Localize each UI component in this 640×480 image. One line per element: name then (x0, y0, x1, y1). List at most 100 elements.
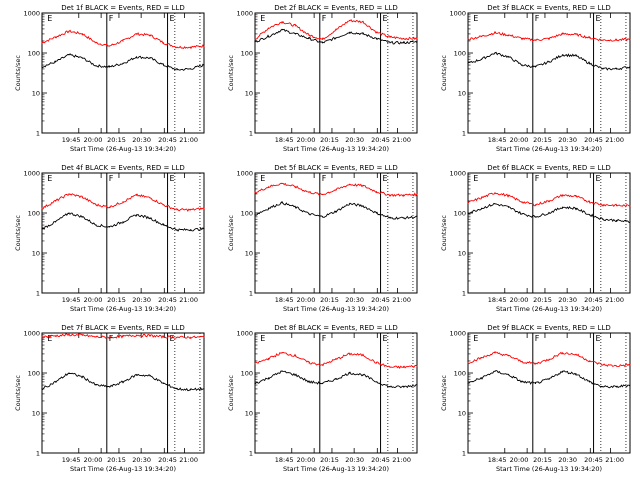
data-point-lld (108, 45, 111, 47)
x-tick-label: 20:00 (510, 456, 529, 464)
data-point-lld (402, 366, 405, 368)
data-point-lld (507, 355, 510, 357)
x-axis-label: Start Time (26-Aug-13 19:34:20) (283, 305, 389, 313)
data-point-lld (95, 42, 97, 44)
region-label: F (109, 334, 114, 343)
data-point-lld (95, 204, 97, 206)
data-point-lld (416, 37, 418, 40)
x-tick-label: 20:15 (320, 296, 339, 304)
data-point-events (521, 381, 523, 383)
x-tick-label: 20:30 (345, 136, 364, 144)
data-point-events (362, 205, 364, 207)
y-tick-label: 1 (462, 130, 466, 138)
data-point-lld (68, 193, 70, 195)
x-tick-label: 20:30 (132, 136, 151, 144)
region-label: F (322, 174, 327, 183)
data-point-lld (254, 38, 256, 40)
region-label: E (170, 14, 175, 23)
data-point-events (162, 224, 165, 226)
data-point-lld (402, 37, 405, 40)
data-point-events (54, 61, 57, 63)
x-tick-label: 20:15 (107, 136, 126, 144)
data-point-lld (308, 34, 310, 36)
panel-title: Det 4f BLACK = Events, RED = LLD (61, 164, 184, 172)
data-point-lld (321, 38, 324, 40)
y-tick-label: 1 (249, 450, 253, 458)
data-point-events (41, 388, 43, 390)
data-point-lld (254, 192, 256, 194)
data-point-events (267, 207, 270, 209)
y-axis-label: Counts/sec (440, 375, 448, 411)
data-point-events (416, 384, 418, 386)
data-point-lld (561, 33, 564, 35)
region-label: E (383, 174, 388, 183)
data-point-lld (494, 192, 496, 194)
data-point-events (321, 216, 324, 218)
data-point-events (254, 214, 256, 216)
y-tick-label: 1 (36, 290, 40, 298)
data-point-events (203, 64, 205, 66)
data-point-lld (41, 336, 43, 338)
data-point-lld (588, 37, 591, 39)
panel-det-2: Det 2f BLACK = Events, RED = LLD 1 10 100 10… (227, 4, 418, 153)
data-point-events (480, 58, 483, 60)
data-point-lld (615, 204, 618, 206)
data-point-lld (602, 364, 604, 366)
x-tick-label: 18:45 (488, 296, 507, 304)
panel-title: Det 2f BLACK = Events, RED = LLD (274, 4, 397, 12)
data-point-lld (561, 352, 564, 354)
x-tick-label: 21:00 (392, 296, 411, 304)
y-tick-label: 10 (245, 250, 253, 258)
data-point-events (534, 66, 537, 68)
data-point-events (281, 202, 283, 204)
data-point-events (507, 374, 510, 376)
x-tick-label: 20:45 (584, 296, 603, 304)
x-axis-label: Start Time (26-Aug-13 19:34:20) (70, 145, 176, 153)
region-label: E (473, 174, 478, 183)
data-point-lld (41, 207, 43, 209)
data-point-events (494, 370, 496, 372)
data-point-events (416, 41, 418, 43)
y-axis-label: Counts/sec (227, 55, 235, 91)
y-tick-label: 100 (454, 210, 466, 218)
data-point-events (81, 216, 84, 218)
x-tick-label: 18:45 (275, 136, 294, 144)
x-tick-label: 20:00 (510, 136, 529, 144)
y-axis-label: Counts/sec (440, 55, 448, 91)
data-point-events (588, 214, 591, 216)
data-point-events (588, 381, 591, 383)
region-label: E (260, 14, 265, 23)
data-point-lld (189, 336, 192, 338)
x-tick-label: 20:45 (158, 296, 177, 304)
x-tick-label: 20:30 (345, 456, 364, 464)
data-point-events (494, 52, 496, 54)
y-tick-label: 1 (249, 130, 253, 138)
data-point-events (267, 377, 270, 379)
plot-frame (41, 172, 205, 294)
y-tick-label: 1 (462, 450, 466, 458)
region-label: E (596, 14, 601, 23)
y-tick-label: 10 (32, 250, 40, 258)
y-tick-label: 1000 (449, 170, 466, 178)
data-point-events (203, 388, 205, 390)
data-point-lld (480, 35, 483, 38)
x-tick-label: 20:00 (510, 296, 529, 304)
x-tick-label: 20:45 (158, 136, 177, 144)
data-point-events (162, 382, 165, 384)
x-tick-label: 20:45 (371, 296, 390, 304)
data-point-events (375, 212, 378, 214)
x-tick-label: 20:45 (584, 136, 603, 144)
x-tick-label: 20:15 (533, 456, 552, 464)
data-point-lld (321, 193, 324, 196)
data-point-events (348, 31, 351, 33)
data-point-events (494, 203, 496, 205)
x-tick-label: 20:15 (107, 296, 126, 304)
data-point-events (81, 376, 84, 378)
data-point-events (362, 33, 364, 35)
data-point-lld (267, 357, 270, 360)
x-tick-label: 20:00 (84, 456, 103, 464)
data-point-lld (281, 21, 283, 23)
x-tick-label: 20:15 (107, 456, 126, 464)
data-point-events (348, 203, 351, 205)
region-label: F (535, 334, 540, 343)
